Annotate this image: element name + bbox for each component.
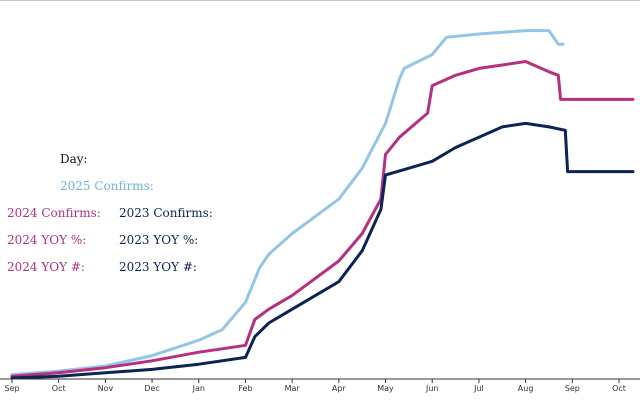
- legend-2024-confirms: 2024 Confirms:: [7, 206, 101, 220]
- x-tick-label: Mar: [285, 384, 301, 393]
- series-line-2023-confirms: [10, 121, 635, 380]
- x-tick-label: Sep: [4, 384, 19, 393]
- x-tick-label: Jan: [192, 384, 205, 393]
- x-tick-label: May: [377, 384, 394, 393]
- legend-2023-yoy-num: 2023 YOY #:: [119, 260, 197, 274]
- legend-2023-yoy-pct: 2023 YOY %:: [119, 233, 199, 247]
- x-axis-ticks: Sep Oct Nov Dec Jan Feb Mar Apr May Jun Jul Aug Sep O…: [4, 379, 626, 393]
- x-tick-label: Jul: [473, 384, 484, 393]
- x-tick-label: Feb: [238, 384, 252, 393]
- x-tick-label: Aug: [518, 384, 534, 393]
- legend-2024-yoy-pct: 2024 YOY %:: [7, 233, 87, 247]
- top-border-rule: [0, 0, 640, 1]
- x-tick-label: Apr: [332, 384, 347, 393]
- x-tick-label: Jun: [425, 384, 439, 393]
- x-tick-label: Dec: [144, 384, 159, 393]
- series-line-2025-confirms: [10, 29, 565, 377]
- series-line-2024-confirms: [10, 60, 635, 378]
- x-tick-label: Oct: [52, 384, 66, 393]
- series-layer: [10, 29, 635, 380]
- legend-2023-confirms: 2023 Confirms:: [119, 206, 213, 220]
- x-tick-label: Nov: [98, 384, 114, 393]
- legend-2024-yoy-num: 2024 YOY #:: [7, 260, 85, 274]
- legend-2025-confirms: 2025 Confirms:: [60, 179, 154, 193]
- x-tick-label: Sep: [565, 384, 580, 393]
- x-tick-label: Oct: [612, 384, 626, 393]
- legend-day-label: Day:: [60, 152, 88, 166]
